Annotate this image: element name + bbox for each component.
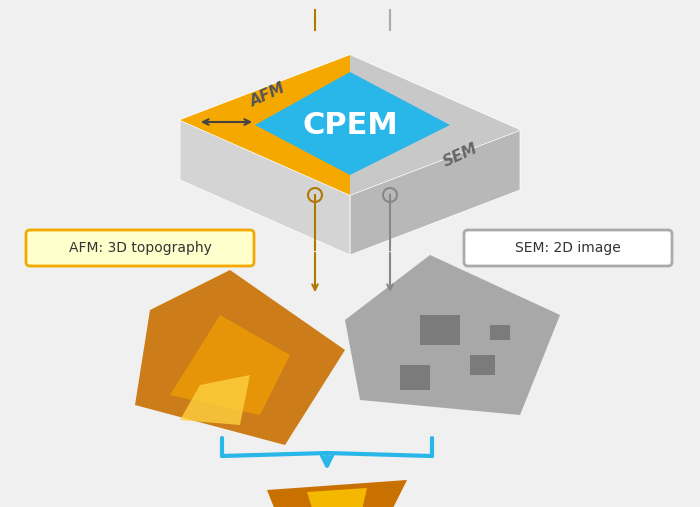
- Polygon shape: [267, 480, 407, 507]
- Polygon shape: [170, 315, 290, 415]
- FancyBboxPatch shape: [464, 230, 672, 266]
- Text: SEM: 2D image: SEM: 2D image: [515, 241, 621, 255]
- Text: AFM: 3D topography: AFM: 3D topography: [69, 241, 211, 255]
- Text: AFM: AFM: [248, 80, 288, 110]
- Polygon shape: [307, 488, 367, 507]
- Polygon shape: [345, 255, 560, 415]
- Polygon shape: [180, 120, 350, 255]
- Polygon shape: [255, 72, 450, 175]
- Polygon shape: [350, 130, 520, 255]
- Text: SEM: SEM: [440, 140, 480, 169]
- Polygon shape: [180, 55, 350, 195]
- Polygon shape: [420, 315, 460, 345]
- Polygon shape: [180, 375, 250, 425]
- Polygon shape: [350, 55, 520, 195]
- Polygon shape: [490, 325, 510, 340]
- Text: CPEM: CPEM: [302, 111, 398, 139]
- Polygon shape: [400, 365, 430, 390]
- FancyBboxPatch shape: [26, 230, 254, 266]
- Polygon shape: [470, 355, 495, 375]
- Polygon shape: [135, 270, 345, 445]
- Polygon shape: [180, 55, 520, 195]
